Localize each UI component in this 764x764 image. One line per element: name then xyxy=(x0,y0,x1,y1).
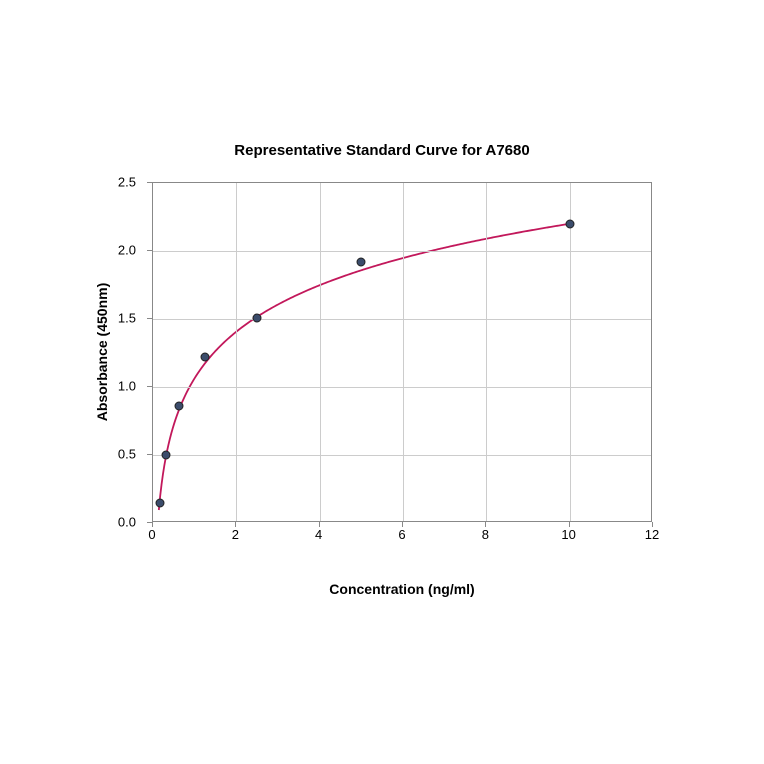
x-tick-label: 4 xyxy=(315,527,322,542)
y-tick-label: 1.0 xyxy=(118,379,142,394)
x-axis-label: Concentration (ng/ml) xyxy=(152,581,652,597)
y-tick-label: 2.5 xyxy=(118,175,142,190)
gridline-horizontal xyxy=(153,251,651,252)
gridline-horizontal xyxy=(153,319,651,320)
y-tick-mark xyxy=(147,182,152,183)
gridline-horizontal xyxy=(153,387,651,388)
x-tick-label: 0 xyxy=(148,527,155,542)
data-point xyxy=(357,257,366,266)
data-point xyxy=(155,498,164,507)
y-tick-mark xyxy=(147,386,152,387)
data-point xyxy=(565,219,574,228)
y-tick-label: 0.0 xyxy=(118,515,142,530)
gridline-vertical xyxy=(236,183,237,521)
y-axis-label-wrapper: Absorbance (450nm) xyxy=(92,182,112,522)
y-tick-mark xyxy=(147,522,152,523)
curve-svg xyxy=(153,183,651,521)
data-point xyxy=(201,353,210,362)
data-point xyxy=(253,313,262,322)
x-tick-label: 10 xyxy=(561,527,575,542)
x-tick-label: 12 xyxy=(645,527,659,542)
y-tick-label: 0.5 xyxy=(118,447,142,462)
gridline-vertical xyxy=(570,183,571,521)
y-axis-label: Absorbance (450nm) xyxy=(94,283,110,421)
chart-title: Representative Standard Curve for A7680 xyxy=(82,142,682,159)
x-tick-label: 6 xyxy=(398,527,405,542)
y-tick-mark xyxy=(147,454,152,455)
y-tick-mark xyxy=(147,318,152,319)
y-tick-mark xyxy=(147,250,152,251)
y-tick-label: 2.0 xyxy=(118,243,142,258)
gridline-vertical xyxy=(320,183,321,521)
gridline-vertical xyxy=(486,183,487,521)
y-tick-label: 1.5 xyxy=(118,311,142,326)
plot-area xyxy=(152,182,652,522)
gridline-horizontal xyxy=(153,455,651,456)
x-tick-label: 2 xyxy=(232,527,239,542)
gridline-vertical xyxy=(403,183,404,521)
data-point xyxy=(162,451,171,460)
fitted-curve xyxy=(159,223,574,510)
data-point xyxy=(175,402,184,411)
x-tick-label: 8 xyxy=(482,527,489,542)
chart-container: Representative Standard Curve for A7680 … xyxy=(82,172,682,592)
